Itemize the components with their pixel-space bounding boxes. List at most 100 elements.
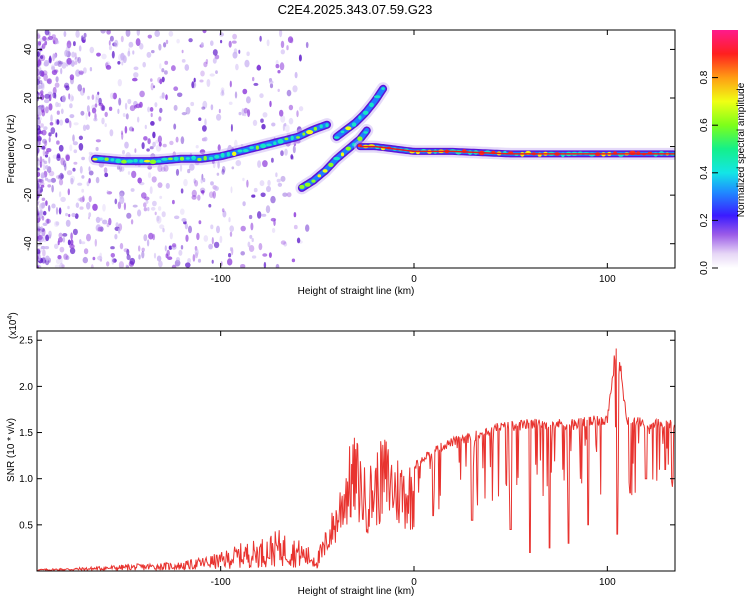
- noise-speckle: [40, 55, 44, 59]
- noise-speckle: [79, 88, 85, 96]
- upper-branch-blob: [340, 130, 345, 134]
- noise-speckle: [39, 203, 44, 211]
- noise-speckle: [151, 50, 155, 54]
- noise-speckle: [157, 182, 163, 189]
- noise-speckle: [149, 186, 153, 195]
- noise-speckle: [86, 233, 91, 242]
- noise-speckle: [279, 30, 283, 38]
- noise-speckle: [287, 36, 294, 43]
- noise-speckle: [259, 93, 264, 99]
- noise-speckle: [73, 149, 78, 154]
- noise-speckle: [127, 171, 131, 175]
- x-tick-label: -100: [211, 274, 231, 285]
- noise-speckle: [101, 105, 106, 111]
- noise-speckle: [227, 258, 233, 266]
- noise-speckle: [87, 95, 90, 100]
- noise-speckle: [144, 196, 150, 201]
- noise-speckle: [91, 94, 95, 100]
- noise-speckle: [37, 159, 40, 166]
- noise-speckle: [191, 195, 197, 200]
- noise-speckle: [95, 146, 99, 152]
- noise-speckle: [271, 228, 276, 233]
- noise-speckle: [143, 136, 148, 141]
- noise-speckle: [292, 85, 298, 93]
- noise-speckle: [173, 86, 179, 91]
- noise-speckle: [156, 215, 162, 224]
- noise-speckle: [122, 150, 125, 155]
- noise-speckle: [47, 179, 52, 183]
- noise-speckle: [138, 245, 141, 252]
- noise-speckle: [240, 251, 245, 256]
- noise-speckle: [258, 243, 263, 251]
- noise-speckle: [145, 200, 149, 204]
- noise-speckle: [158, 141, 162, 147]
- noise-speckle: [200, 70, 205, 77]
- noise-speckle: [45, 255, 50, 261]
- snr-multiplier: (x104): [7, 312, 19, 339]
- noise-speckle: [81, 36, 87, 43]
- noise-speckle: [66, 44, 71, 49]
- main-track-blob: [126, 159, 134, 163]
- main-track-blob: [208, 156, 214, 161]
- noise-speckle: [40, 83, 44, 89]
- noise-speckle: [55, 221, 60, 226]
- noise-speckle: [106, 190, 109, 195]
- noise-speckle: [88, 166, 91, 172]
- colorbar-tick-label: 0.0: [699, 261, 710, 275]
- noise-speckle: [58, 232, 63, 238]
- noise-speckle: [62, 233, 68, 237]
- noise-speckle: [95, 93, 100, 101]
- noise-speckle: [203, 61, 208, 68]
- noise-speckle: [69, 144, 73, 152]
- noise-speckle: [165, 39, 169, 45]
- noise-speckle: [108, 106, 113, 112]
- noise-speckle: [243, 107, 249, 114]
- noise-speckle: [92, 256, 96, 261]
- noise-speckle: [117, 79, 123, 87]
- colorbar-ticks: 0.0 0.2 0.4 0.6 0.8: [699, 70, 718, 275]
- noise-speckle: [58, 179, 64, 186]
- noise-speckle: [222, 210, 227, 218]
- noise-speckle: [61, 62, 67, 69]
- noise-speckle: [52, 86, 57, 95]
- noise-speckle: [202, 30, 207, 34]
- noise-speckle: [158, 116, 162, 122]
- noise-speckle: [135, 103, 141, 109]
- noise-speckle: [152, 131, 156, 139]
- noise-speckle: [73, 41, 76, 47]
- noise-speckle: [159, 63, 162, 70]
- y-tick-label: 2.5: [19, 336, 33, 347]
- noise-speckle: [266, 39, 270, 47]
- noise-speckle: [59, 172, 64, 180]
- noise-speckle: [126, 248, 130, 256]
- noise-speckle: [265, 205, 271, 214]
- noise-speckle: [134, 148, 137, 153]
- noise-speckle: [74, 213, 79, 219]
- noise-speckle: [291, 258, 296, 263]
- noise-speckle: [79, 206, 84, 210]
- noise-speckle: [137, 116, 140, 123]
- noise-speckle: [112, 92, 118, 100]
- noise-speckle: [160, 166, 166, 172]
- noise-speckle: [73, 161, 78, 165]
- noise-speckle: [133, 66, 139, 71]
- noise-speckle: [37, 249, 41, 255]
- noise-speckle: [172, 199, 175, 205]
- noise-speckle: [169, 232, 173, 240]
- noise-speckle: [259, 180, 265, 187]
- noise-speckle: [251, 194, 256, 198]
- noise-speckle: [181, 49, 184, 54]
- noise-speckle: [156, 215, 160, 222]
- noise-speckle: [55, 40, 60, 45]
- noise-speckle: [37, 243, 40, 247]
- noise-speckle: [135, 38, 141, 47]
- noise-speckle: [221, 208, 225, 213]
- noise-speckle: [215, 70, 218, 74]
- noise-speckle: [210, 104, 214, 111]
- noise-speckle: [61, 264, 65, 268]
- upper-branch-blob: [333, 136, 340, 139]
- noise-speckle: [88, 195, 92, 203]
- noise-speckle: [94, 238, 98, 247]
- noise-speckle: [180, 245, 184, 250]
- noise-speckle: [90, 264, 94, 268]
